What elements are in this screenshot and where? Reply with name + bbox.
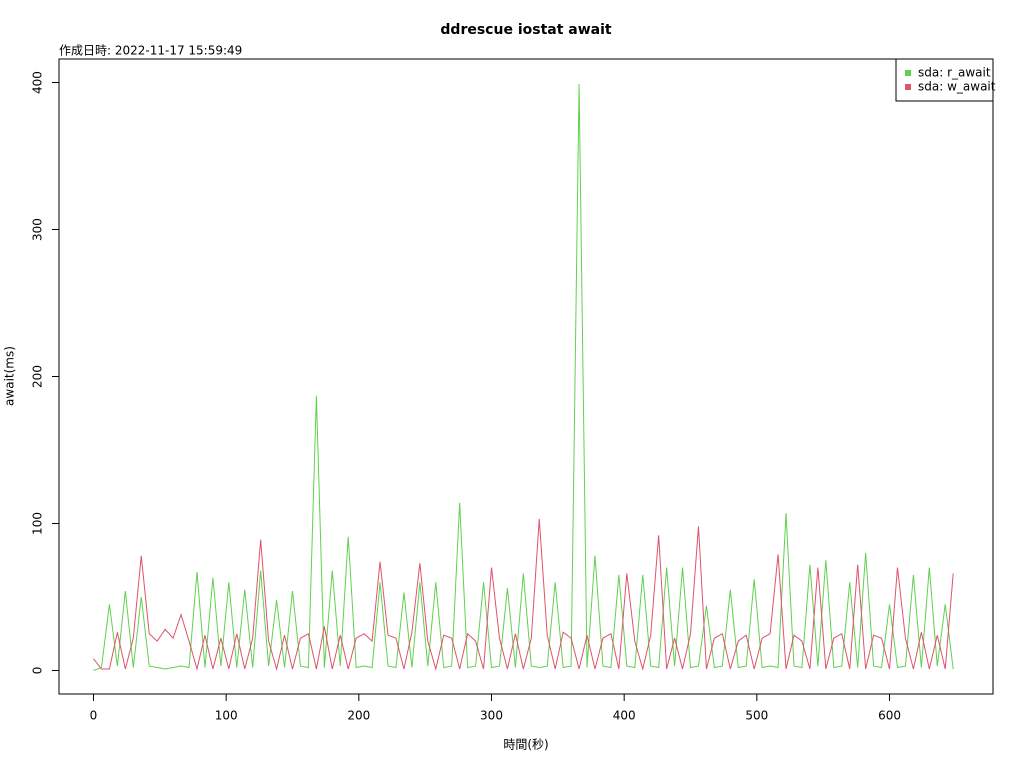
legend-label: sda: r_await — [918, 66, 991, 80]
x-tick-label: 200 — [347, 709, 370, 723]
x-tick-label: 600 — [878, 709, 901, 723]
series-line — [93, 519, 954, 671]
x-tick-label: 400 — [613, 709, 636, 723]
legend-label: sda: w_await — [918, 80, 996, 94]
legend-box — [895, 58, 994, 102]
x-tick-label: 0 — [90, 709, 98, 723]
subtitle: 作成日時: 2022-11-17 15:59:49 — [59, 44, 242, 58]
y-tick-label: 100 — [31, 512, 45, 535]
y-tick-label: 200 — [31, 365, 45, 388]
x-axis-label: 時間(秒) — [503, 738, 548, 752]
y-axis-label: await(ms) — [3, 346, 17, 406]
chart-title: ddrescue iostat await — [440, 22, 611, 38]
y-tick-label: 0 — [31, 667, 45, 675]
y-tick-label: 300 — [31, 218, 45, 241]
x-tick-label: 500 — [745, 709, 768, 723]
y-tick-label: 400 — [31, 71, 45, 94]
legend-swatch — [905, 70, 911, 76]
x-tick-label: 100 — [215, 709, 238, 723]
legend-swatch — [905, 84, 911, 90]
series-line — [93, 83, 954, 671]
x-tick-label: 300 — [480, 709, 503, 723]
